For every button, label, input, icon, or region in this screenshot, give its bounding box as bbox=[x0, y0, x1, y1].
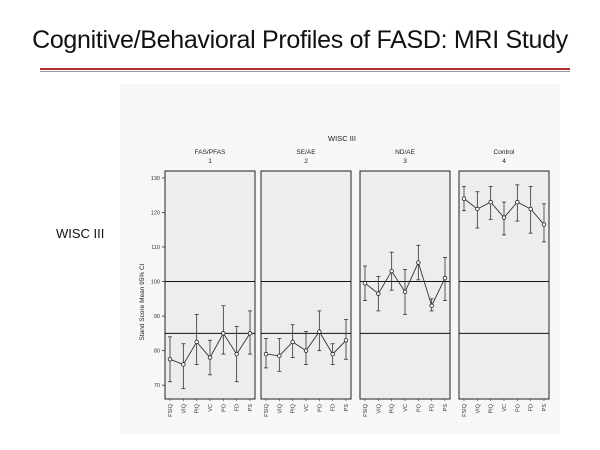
data-point bbox=[247, 331, 253, 336]
y-tick-label: 70 bbox=[154, 383, 160, 389]
data-point bbox=[416, 260, 421, 265]
data-point bbox=[475, 206, 480, 212]
y-axis-label: Stand Score Mean 95% CI bbox=[139, 263, 146, 340]
data-point bbox=[488, 199, 493, 205]
data-point bbox=[221, 331, 226, 336]
data-point bbox=[515, 199, 520, 205]
title-divider bbox=[40, 68, 570, 70]
side-label: WISC III bbox=[56, 226, 105, 241]
x-tick-label: VC bbox=[403, 404, 409, 412]
panel-index: 1 bbox=[208, 158, 212, 165]
data-point bbox=[290, 339, 295, 345]
y-tick-label: 100 bbox=[151, 280, 160, 286]
data-point bbox=[528, 206, 533, 212]
data-point bbox=[234, 351, 239, 357]
panel-name: FAS/PFAS bbox=[195, 149, 226, 156]
data-point bbox=[181, 362, 186, 367]
x-tick-label: FD bbox=[235, 404, 241, 411]
panel-2: SE/AE 2 FSIQ VIQ PIQ VC PO FD PS bbox=[260, 149, 352, 417]
y-tick-label: 110 bbox=[151, 245, 160, 251]
data-point bbox=[429, 303, 434, 308]
x-tick-label: VIQ bbox=[277, 403, 283, 413]
data-point bbox=[343, 338, 349, 343]
x-tick-label: FSIQ bbox=[168, 403, 174, 417]
x-tick-label: PIQ bbox=[195, 403, 201, 413]
data-point bbox=[303, 348, 309, 353]
data-point bbox=[362, 281, 368, 286]
x-tick-label: VIQ bbox=[181, 403, 187, 413]
data-point bbox=[402, 289, 408, 295]
x-tick-label: PO bbox=[221, 403, 227, 412]
data-point bbox=[501, 215, 507, 220]
panel-chart: WISC III Stand Score Mean 95% CI 70 80 90 1… bbox=[120, 84, 560, 434]
title-divider-shadow bbox=[40, 71, 570, 72]
x-tick-label: PO bbox=[416, 403, 422, 412]
x-tick-label: FSIQ bbox=[363, 403, 369, 417]
data-point bbox=[442, 275, 448, 281]
panel-name: Control bbox=[494, 149, 516, 156]
panel-1: FAS/PFAS 1 FSIQ VIQ PIQ VC PO FD PS bbox=[164, 149, 256, 417]
x-tick-label: FSIQ bbox=[462, 403, 468, 417]
data-point bbox=[330, 351, 335, 357]
x-tick-label: PS bbox=[542, 404, 548, 412]
data-point bbox=[541, 222, 547, 227]
panel-index: 4 bbox=[502, 158, 506, 165]
y-tick-label: 80 bbox=[154, 349, 160, 355]
x-tick-label: VC bbox=[208, 404, 214, 412]
x-tick-label: PO bbox=[317, 403, 323, 412]
x-tick-label: PS bbox=[248, 404, 254, 412]
panel-index: 2 bbox=[304, 158, 308, 165]
y-tick-label: 120 bbox=[151, 210, 160, 216]
x-tick-label: PIQ bbox=[489, 403, 495, 413]
y-tick-label: 130 bbox=[151, 176, 160, 182]
x-tick-label: VIQ bbox=[475, 403, 481, 413]
data-point bbox=[317, 329, 322, 334]
x-tick-label: VC bbox=[304, 404, 310, 412]
y-tick-label: 90 bbox=[154, 314, 160, 320]
panel-3: ND/AE 3 FSIQ VIQ PIQ VC PO FD PS bbox=[359, 149, 451, 417]
x-tick-label: PS bbox=[443, 404, 449, 412]
x-tick-label: FD bbox=[331, 404, 337, 411]
slide-title: Cognitive/Behavioral Profiles of FASD: M… bbox=[32, 26, 568, 54]
panel-index: 3 bbox=[403, 158, 407, 165]
data-point bbox=[207, 355, 213, 360]
chart-title: WISC III bbox=[328, 134, 356, 143]
x-tick-label: PS bbox=[344, 404, 350, 412]
data-point bbox=[167, 357, 173, 362]
panel-name: SE/AE bbox=[296, 149, 316, 156]
x-tick-label: VC bbox=[502, 404, 508, 412]
x-tick-label: FD bbox=[430, 404, 436, 411]
chart-area: WISC III Stand Score Mean 95% CI 70 80 90 1… bbox=[120, 84, 560, 434]
data-point bbox=[194, 339, 199, 345]
x-tick-label: FD bbox=[529, 404, 535, 411]
x-tick-label: VIQ bbox=[376, 403, 382, 413]
x-tick-label: PIQ bbox=[291, 403, 297, 413]
data-point bbox=[376, 291, 381, 296]
data-point bbox=[461, 196, 467, 201]
panel-name: ND/AE bbox=[395, 149, 416, 156]
data-point bbox=[389, 268, 394, 274]
x-tick-label: FSIQ bbox=[264, 403, 270, 417]
data-point bbox=[263, 351, 269, 357]
panels-layer: 70 80 90 100 110 120 130 FAS/PFAS 1 FSIQ VIQ PIQ VC P… bbox=[151, 149, 550, 417]
data-point bbox=[277, 353, 282, 359]
panel-4: Control 4 FSIQ VIQ PIQ VC PO FD PS bbox=[458, 149, 550, 417]
x-tick-label: PO bbox=[515, 403, 521, 412]
x-tick-label: PIQ bbox=[390, 403, 396, 413]
